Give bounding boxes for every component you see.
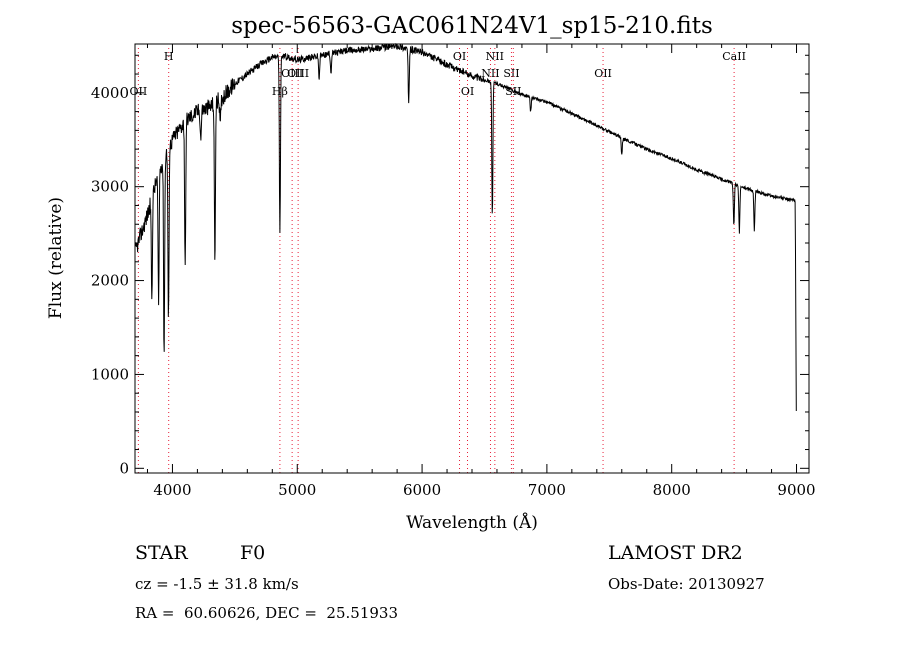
y-tick-label: 2000 xyxy=(91,272,129,290)
line-marker-label: H xyxy=(164,50,174,63)
plot-frame xyxy=(134,43,810,474)
x-tick-label: 6000 xyxy=(403,481,441,499)
y-axis-label: Flux (relative) xyxy=(46,197,66,319)
observation-date: Obs-Date: 20130927 xyxy=(608,575,765,593)
line-marker-label: Hβ xyxy=(272,85,288,98)
coordinates-text: RA = 60.60626, DEC = 25.51933 xyxy=(135,604,399,622)
y-tick-label: 3000 xyxy=(91,178,129,196)
redshift-text: cz = -1.5 ± 31.8 km/s xyxy=(135,575,299,593)
y-tick-label: 0 xyxy=(119,459,129,477)
line-marker-label: OII xyxy=(130,85,148,98)
line-marker-label: OII xyxy=(594,67,612,80)
line-marker-label: SII xyxy=(503,67,519,80)
x-tick-label: 4000 xyxy=(153,481,191,499)
y-tick-label: 1000 xyxy=(91,365,129,383)
line-marker-label: NII xyxy=(481,67,499,80)
line-marker-label: OIII xyxy=(287,67,309,80)
spectral-subclass: F0 xyxy=(240,542,266,564)
survey-name: LAMOST DR2 xyxy=(608,542,743,564)
x-tick-label: 8000 xyxy=(653,481,691,499)
y-tick-label: 4000 xyxy=(91,84,129,102)
line-marker-label: OI xyxy=(453,50,466,63)
object-type: STAR xyxy=(135,542,188,564)
line-marker-label: CaII xyxy=(722,50,746,63)
chart-title: spec-56563-GAC061N24V1_sp15-210.fits xyxy=(231,13,713,39)
y-axis: 0 1000 2000 3000 4000 xyxy=(91,54,809,477)
x-tick-label: 5000 xyxy=(278,481,316,499)
spectrum-line xyxy=(134,42,797,412)
line-marker-label: NII xyxy=(486,50,504,63)
x-tick-label: 7000 xyxy=(528,481,566,499)
x-tick-label: 9000 xyxy=(777,481,815,499)
line-marker-label: OI xyxy=(461,85,474,98)
x-axis-label: Wavelength (Å) xyxy=(406,512,538,533)
x-axis: 4000 5000 6000 7000 8000 9000 xyxy=(146,44,816,499)
